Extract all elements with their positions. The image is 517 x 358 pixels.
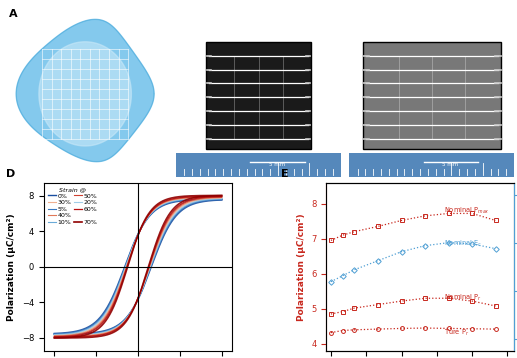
Legend: 0%, 30%, 5%, 40%, 10%, 50%, 20%, 60%, , 70%: 0%, 30%, 5%, 40%, 10%, 50%, 20%, 60%, , … (47, 186, 99, 226)
Text: B: B (183, 9, 191, 19)
Text: C: C (356, 9, 364, 19)
Text: 5 mm: 5 mm (442, 162, 458, 167)
FancyBboxPatch shape (206, 42, 311, 149)
Text: D: D (6, 169, 16, 179)
Y-axis label: Polarization (μC/cm²): Polarization (μC/cm²) (297, 213, 306, 320)
FancyBboxPatch shape (362, 42, 501, 149)
Polygon shape (16, 19, 154, 162)
Y-axis label: Polarization (μC/cm²): Polarization (μC/cm²) (7, 213, 17, 320)
Bar (176, 153, 341, 177)
Text: Ture P$_r$: Ture P$_r$ (444, 328, 469, 338)
Text: A: A (9, 9, 18, 19)
Text: Strain 70%: Strain 70% (410, 21, 453, 30)
Text: Nominal P$_{max}$: Nominal P$_{max}$ (444, 206, 490, 217)
Polygon shape (39, 42, 131, 146)
Text: Strain 0%: Strain 0% (240, 21, 277, 30)
Text: 5 mm: 5 mm (268, 162, 285, 167)
Text: E: E (281, 169, 288, 179)
Text: Nominal E$_c$: Nominal E$_c$ (444, 239, 482, 249)
Bar (349, 153, 514, 177)
Text: Nominal P$_r$: Nominal P$_r$ (444, 292, 481, 303)
